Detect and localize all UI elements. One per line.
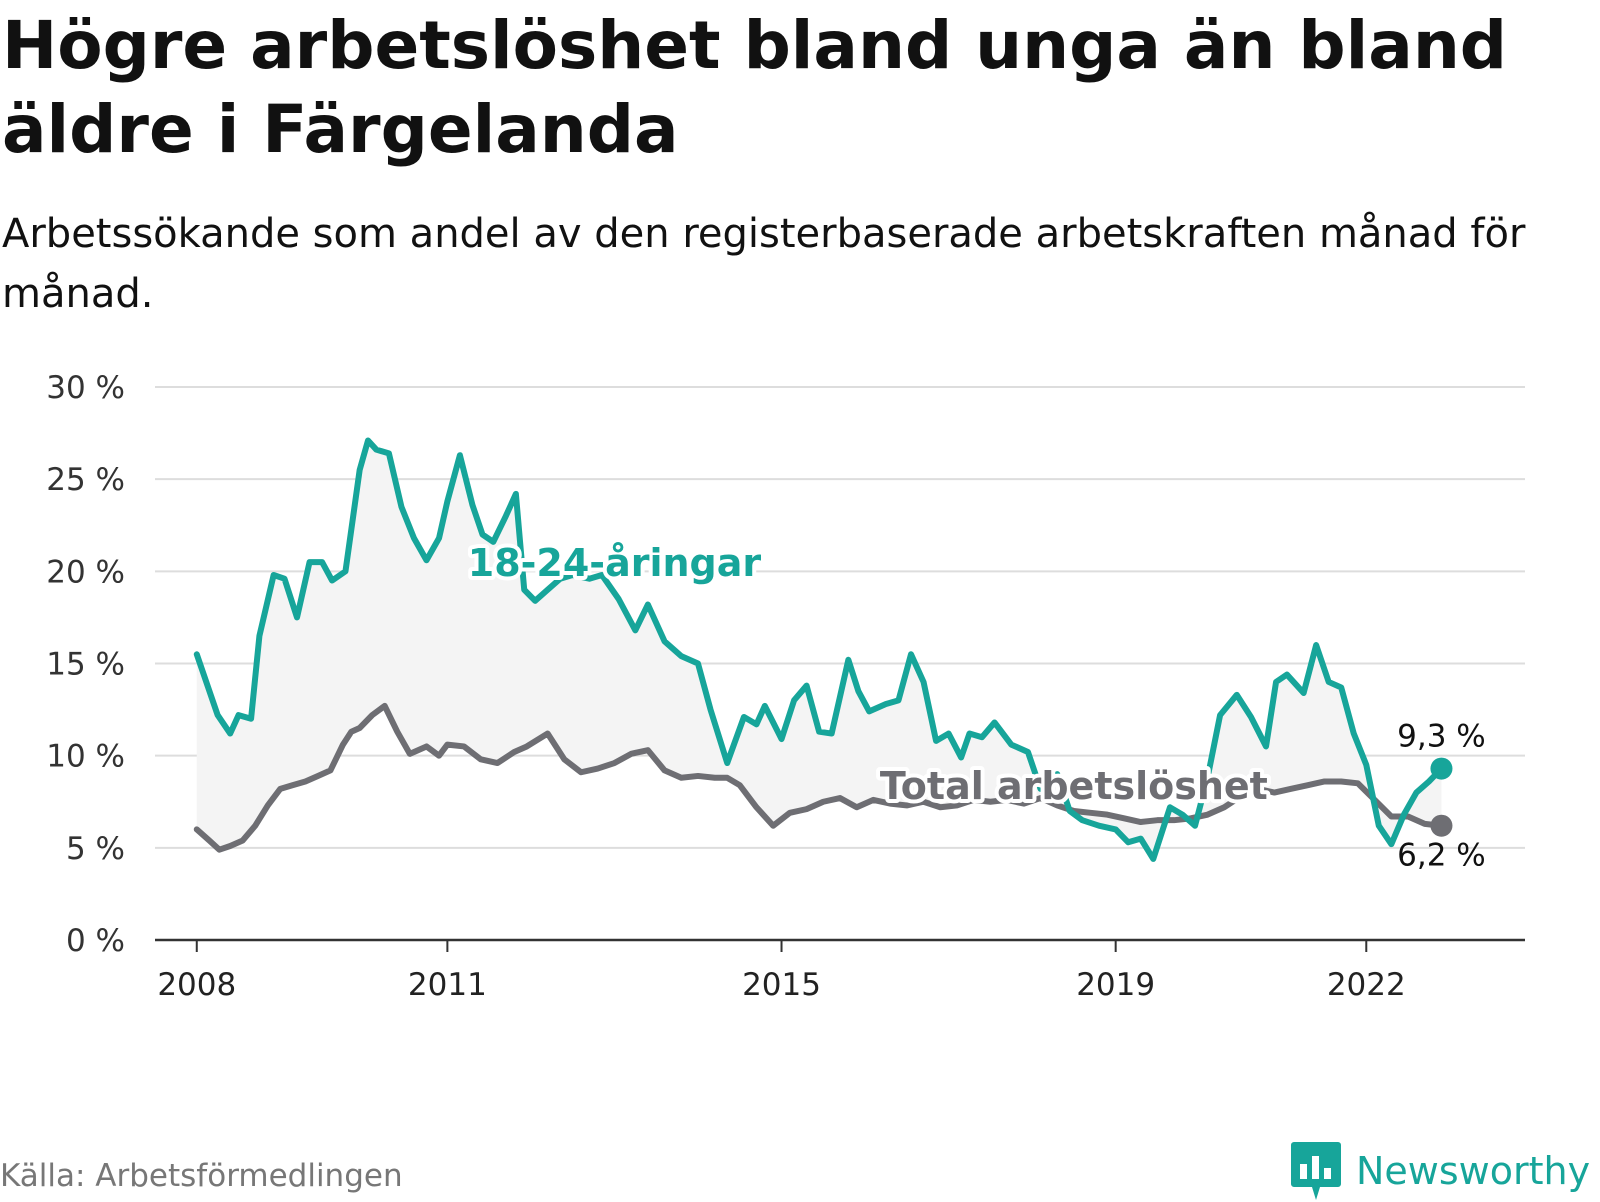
end-marker-total	[1430, 814, 1453, 837]
chart-title: Högre arbetslöshet bland unga än bland ä…	[2, 7, 1508, 168]
y-tick-label: 30 %	[46, 370, 125, 406]
chart-subtitle: Arbetssökande som andel av den registerb…	[2, 211, 1526, 317]
source-note: Källa: Arbetsförmedlingen	[0, 1158, 403, 1194]
x-tick-label: 2019	[1076, 967, 1155, 1003]
y-tick-label: 0 %	[66, 923, 125, 959]
end-value-label-total: 6,2 %	[1397, 838, 1486, 874]
x-axis: 2008 2011 2015 2019 2022	[157, 940, 1406, 1003]
end-value-label-youth: 9,3 %	[1397, 719, 1486, 755]
x-tick-label: 2011	[408, 967, 487, 1003]
y-tick-label: 5 %	[66, 831, 125, 867]
brand-logo[interactable]: Newsworthy	[1290, 1140, 1590, 1202]
series-labels: 9,3 % 6,2 % 18-24-åringar Total arbetslöshe…	[464, 537, 1486, 874]
series-line-total	[193, 702, 1445, 853]
y-axis: 0 % 5 % 10 % 15 % 20 % 25 % 30 %	[46, 370, 125, 959]
y-tick-label: 15 %	[46, 647, 125, 683]
x-tick-label: 2008	[157, 967, 236, 1003]
x-tick-label: 2022	[1327, 967, 1406, 1003]
y-tick-label: 10 %	[46, 739, 125, 775]
line-chart: 0 %5 %10 %15 %20 %25 %30 % 2008 2011 2015 2…	[46, 370, 1525, 1003]
y-tick-label: 25 %	[46, 462, 125, 498]
end-marker-youth	[1430, 757, 1453, 780]
newsworthy-logo-icon	[1291, 1142, 1341, 1200]
brand-name: Newsworthy	[1356, 1149, 1591, 1193]
y-tick-label: 20 %	[46, 554, 125, 590]
series-label-total: Total arbetslöshet	[880, 764, 1268, 808]
series-lines	[193, 437, 1453, 862]
x-tick-label: 2015	[742, 967, 821, 1003]
series-line-youth	[193, 437, 1445, 862]
series-label-youth: 18-24-åringar	[468, 541, 762, 585]
